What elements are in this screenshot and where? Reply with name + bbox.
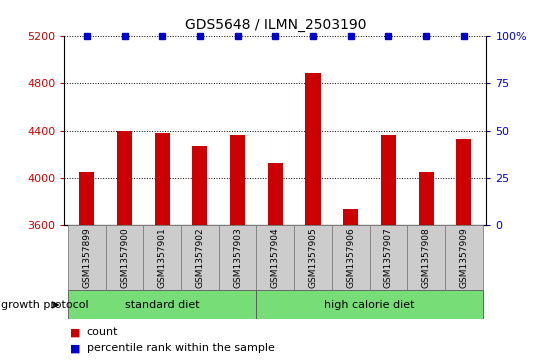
Bar [79, 172, 94, 225]
Text: standard diet: standard diet [125, 300, 200, 310]
Text: count: count [87, 327, 118, 337]
Title: GDS5648 / ILMN_2503190: GDS5648 / ILMN_2503190 [184, 19, 366, 33]
Text: GSM1357905: GSM1357905 [309, 227, 318, 288]
Bar [219, 225, 257, 290]
Text: ■: ■ [70, 343, 80, 354]
Text: percentile rank within the sample: percentile rank within the sample [87, 343, 274, 354]
Text: growth protocol: growth protocol [1, 300, 89, 310]
Text: high calorie diet: high calorie diet [324, 300, 415, 310]
Bar [369, 225, 407, 290]
Bar [68, 290, 257, 319]
Bar [381, 135, 396, 225]
Bar [456, 139, 471, 225]
Bar [106, 225, 144, 290]
Bar [257, 225, 294, 290]
Bar [419, 172, 434, 225]
Bar [117, 131, 132, 225]
Bar [343, 208, 358, 225]
Text: GSM1357899: GSM1357899 [82, 227, 91, 288]
Bar [268, 163, 283, 225]
Bar [445, 225, 482, 290]
Bar [294, 225, 332, 290]
Bar [230, 135, 245, 225]
Text: GSM1357909: GSM1357909 [459, 227, 468, 288]
Text: GSM1357908: GSM1357908 [421, 227, 430, 288]
Text: ■: ■ [70, 327, 80, 337]
Text: GSM1357902: GSM1357902 [196, 227, 205, 288]
Text: GSM1357904: GSM1357904 [271, 227, 280, 288]
Text: GSM1357907: GSM1357907 [384, 227, 393, 288]
Bar [144, 225, 181, 290]
Bar [68, 225, 106, 290]
Text: GSM1357900: GSM1357900 [120, 227, 129, 288]
Bar [181, 225, 219, 290]
Bar [155, 133, 170, 225]
Bar [407, 225, 445, 290]
Text: GSM1357906: GSM1357906 [346, 227, 355, 288]
Bar [192, 146, 207, 225]
Text: GSM1357901: GSM1357901 [158, 227, 167, 288]
Bar [332, 225, 369, 290]
Text: GSM1357903: GSM1357903 [233, 227, 242, 288]
Bar [257, 290, 482, 319]
Bar [305, 73, 320, 225]
